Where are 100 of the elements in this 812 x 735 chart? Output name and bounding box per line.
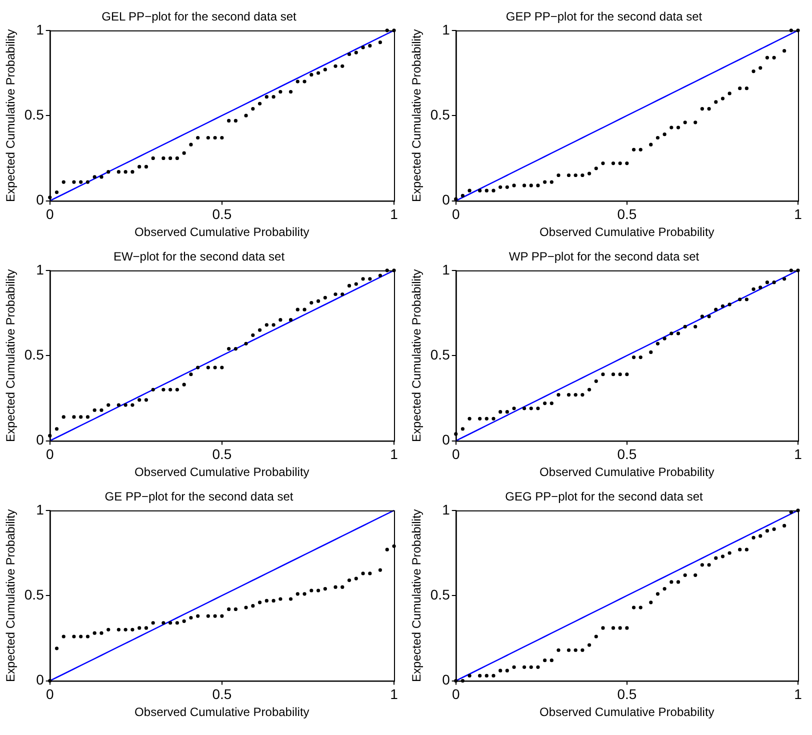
point (302, 592, 306, 596)
point (694, 573, 698, 577)
point (587, 643, 592, 647)
point (144, 398, 148, 402)
point (468, 674, 472, 678)
point (72, 415, 76, 419)
y-axis-title: Expected Cumulative Probability (410, 509, 424, 682)
point (536, 184, 540, 188)
point (278, 90, 282, 94)
x-tick-label: 0.5 (617, 446, 637, 462)
point (529, 184, 533, 188)
point (580, 392, 584, 397)
point (649, 142, 653, 146)
point (556, 173, 560, 178)
point (62, 634, 66, 638)
y-tick-label: 0 (36, 672, 44, 688)
y-axis-title: Expected Cumulative Probability (4, 29, 18, 202)
point (580, 173, 584, 178)
point (662, 132, 666, 136)
point (758, 286, 762, 290)
point (662, 336, 666, 340)
chart-title: GEL PP−plot for the second data set (102, 10, 297, 24)
point (594, 379, 598, 383)
point (378, 40, 382, 44)
point (478, 188, 482, 192)
point (79, 180, 83, 184)
point (694, 120, 698, 124)
point (601, 626, 605, 630)
point (700, 314, 704, 318)
point (656, 136, 660, 140)
point (258, 600, 262, 604)
point (168, 621, 172, 625)
point (618, 162, 622, 166)
point (361, 46, 365, 50)
point (272, 598, 276, 603)
point (529, 406, 533, 410)
point (720, 304, 725, 308)
point (334, 585, 338, 589)
point (72, 634, 76, 638)
point (638, 356, 642, 360)
point (272, 323, 276, 327)
point (484, 188, 488, 192)
point (543, 658, 547, 662)
point (574, 173, 578, 178)
point (670, 580, 674, 584)
point (594, 634, 598, 638)
point (124, 628, 128, 632)
point (512, 665, 516, 669)
point (720, 554, 725, 558)
point (54, 190, 59, 194)
point (498, 410, 502, 414)
point (714, 556, 718, 560)
point (765, 56, 770, 60)
point (632, 356, 636, 360)
point (106, 170, 110, 174)
point (124, 170, 128, 174)
point (611, 162, 616, 166)
point (100, 631, 104, 635)
point (251, 333, 255, 337)
point (251, 604, 255, 608)
point (707, 314, 711, 318)
point (206, 614, 210, 618)
point (683, 573, 687, 577)
point (162, 388, 166, 392)
point (310, 588, 314, 592)
point (676, 332, 680, 336)
point (323, 68, 327, 72)
point (62, 415, 66, 419)
point (707, 106, 711, 111)
y-tick-label: 0.5 (430, 106, 450, 122)
point (714, 100, 718, 104)
x-tick-label: 0.5 (617, 686, 637, 702)
point (220, 614, 224, 618)
point (162, 156, 166, 160)
point (334, 64, 338, 68)
point (175, 156, 179, 160)
point (522, 665, 526, 669)
point (244, 342, 248, 346)
point (244, 606, 248, 610)
x-axis-title: Observed Cumulative Probability (540, 465, 714, 480)
point (288, 597, 293, 601)
point (478, 674, 482, 678)
point (54, 646, 59, 650)
point (782, 49, 786, 53)
x-tick-label: 1 (390, 206, 398, 222)
chart-title: GEP PP−plot for the second data set (506, 10, 703, 24)
point (638, 148, 642, 152)
point (550, 180, 554, 184)
point (296, 80, 300, 84)
point (683, 120, 687, 124)
point (744, 86, 748, 90)
point (536, 665, 540, 669)
point (752, 536, 756, 540)
y-tick-label: 0 (442, 672, 450, 688)
y-axis-title: Expected Cumulative Probability (410, 29, 424, 202)
point (772, 56, 776, 60)
point (86, 634, 90, 638)
point (106, 403, 110, 407)
point (296, 592, 300, 596)
point (601, 162, 605, 166)
